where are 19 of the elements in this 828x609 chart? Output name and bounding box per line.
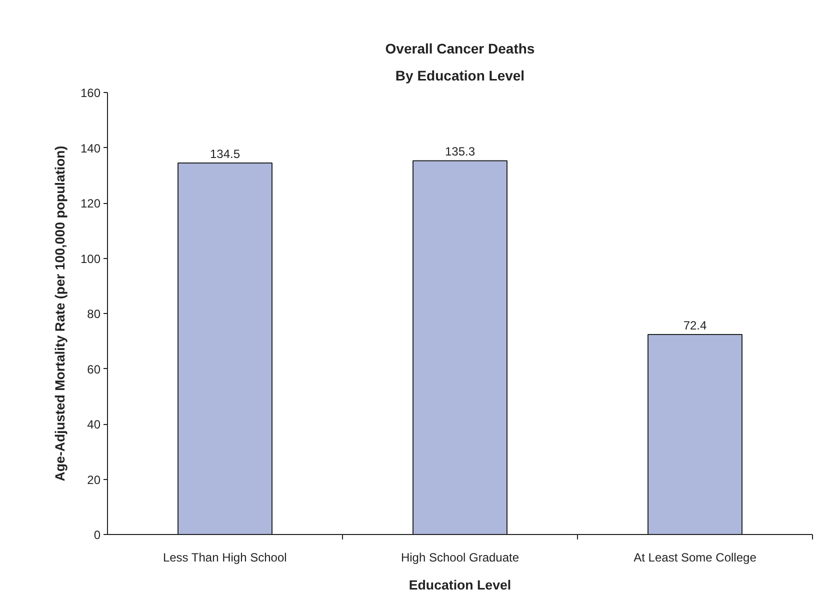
chart-subtitle: By Education Level — [395, 68, 525, 84]
y-tick-label: 80 — [87, 307, 101, 321]
y-tick-label: 40 — [87, 418, 101, 432]
x-tick-label: High School Graduate — [400, 550, 520, 564]
y-tick-label: 160 — [80, 86, 101, 100]
x-tick-label: Less Than High School — [162, 550, 287, 564]
x-tick-label: At Least Some College — [634, 550, 757, 564]
y-tick-label: 0 — [94, 528, 101, 542]
y-tick-label: 140 — [80, 141, 101, 156]
data-label: 134.5 — [210, 146, 240, 161]
y-tick-label: 60 — [87, 362, 101, 376]
data-label: 135.3 — [444, 144, 476, 159]
y-tick-label: 120 — [80, 196, 101, 210]
y-axis-title: Age-Adjusted Mortality Rate (per 100,000 population) — [52, 146, 68, 482]
x-axis-title: Education Level — [408, 578, 512, 592]
data-label: 72.4 — [683, 318, 708, 332]
y-tick-label: 20 — [87, 472, 101, 487]
chart-title: Overall Cancer Deaths — [385, 40, 535, 56]
y-tick-label: 100 — [80, 252, 101, 266]
